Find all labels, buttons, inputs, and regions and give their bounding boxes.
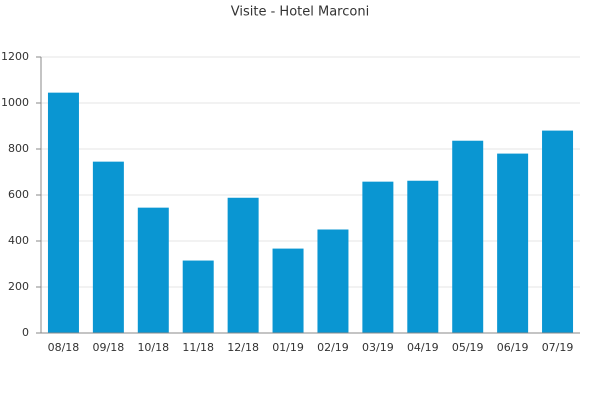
- bar: [47, 92, 79, 334]
- x-tick-label: 06/19: [497, 341, 529, 354]
- bar: [182, 260, 214, 333]
- x-tick-label: 02/19: [317, 341, 349, 354]
- y-tick-label: 800: [8, 142, 29, 155]
- y-tick-label: 0: [22, 326, 29, 339]
- x-tick-label: 10/18: [137, 341, 169, 354]
- bar: [542, 130, 574, 333]
- x-tick-label: 04/19: [407, 341, 439, 354]
- y-tick-label: 1000: [1, 96, 29, 109]
- x-tick-label: 07/19: [542, 341, 574, 354]
- y-tick-label: 400: [8, 234, 29, 247]
- bar: [92, 161, 124, 333]
- x-tick-label: 01/19: [272, 341, 304, 354]
- bar: [137, 207, 169, 333]
- chart-title: Visite - Hotel Marconi: [231, 5, 369, 20]
- bar: [362, 181, 394, 333]
- bar: [452, 140, 484, 333]
- x-tick-label: 09/18: [93, 341, 125, 354]
- y-tick-label: 600: [8, 188, 29, 201]
- x-tick-label: 03/19: [362, 341, 394, 354]
- x-tick-label: 05/19: [452, 341, 484, 354]
- x-tick-label: 08/18: [48, 341, 80, 354]
- x-tick-label: 12/18: [227, 341, 259, 354]
- x-tick-label: 11/18: [182, 341, 214, 354]
- bar: [227, 197, 259, 333]
- bar: [317, 229, 349, 333]
- bar: [272, 248, 304, 333]
- bar: [407, 180, 439, 333]
- y-tick-label: 1200: [1, 50, 29, 63]
- bar: [497, 153, 529, 333]
- y-tick-label: 200: [8, 280, 29, 293]
